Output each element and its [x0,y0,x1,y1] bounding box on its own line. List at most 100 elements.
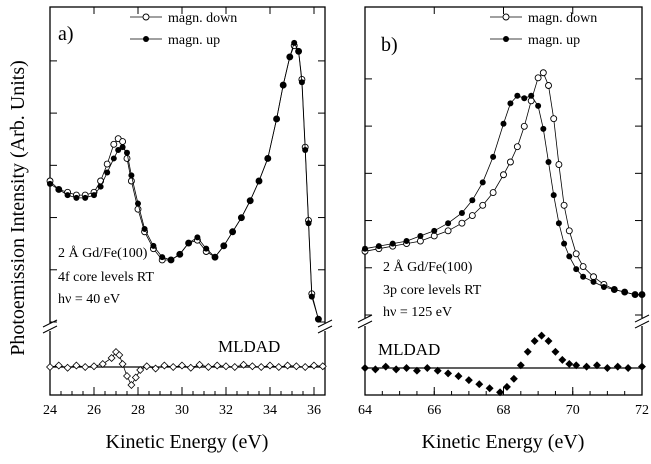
axis-break-gap [318,323,332,331]
point-magn-up [302,146,309,153]
point-magn-up [458,210,465,216]
point-magn-up [417,232,424,239]
point-mldad [301,363,310,371]
panel-b: b) Kinetic Energy (eV) 2 Å Gd/Fe(100) 3p… [357,6,650,453]
point-mldad [204,363,213,371]
point-magn-up [220,242,227,249]
point-magn-up [389,240,396,247]
point-magn-up [555,220,562,227]
point-mldad [544,337,553,345]
point-magn-down [579,263,587,270]
axis-break-mark [317,319,333,328]
point-magn-down [550,115,558,123]
point-mldad [412,366,421,375]
point-mldad [230,363,239,371]
point-mldad [392,365,401,374]
point-mldad [257,363,266,371]
point-mldad [195,360,204,369]
point-magn-down [479,201,487,209]
y-axis-label: Photoemission Intensity (Arb. Units) [7,60,29,356]
point-magn-up [315,316,322,323]
point-magn-up [124,149,130,156]
point-magn-down [103,160,111,168]
point-mldad [46,363,54,371]
point-magn-up [528,92,535,99]
point-mldad [638,362,646,371]
point-mldad [248,362,257,371]
point-mldad [402,364,411,372]
point-magn-up [535,102,542,109]
point-magn-down [572,250,580,258]
legend-b-down-marker [502,13,510,21]
point-magn-up [375,243,382,250]
panel-a-frame [49,6,326,396]
point-magn-up [264,155,271,162]
point-mldad [582,362,591,371]
x-tick-label: 68 [497,403,511,418]
point-magn-up [110,155,117,162]
axis-break-mark [317,325,333,334]
point-mldad [371,365,380,374]
point-magn-down [560,201,568,209]
point-magn-up [291,39,298,46]
point-magn-up [212,254,218,261]
point-mldad [151,364,160,373]
point-magn-up [91,192,97,199]
panel-b-label: b) [381,34,398,56]
point-mldad [115,351,124,359]
point-mldad [464,376,473,385]
point-magn-up [135,200,141,207]
point-mldad [118,360,127,368]
point-mldad [160,361,169,370]
point-mldad [107,354,116,362]
point-magn-up [176,251,183,258]
point-magn-up [545,159,552,165]
point-magn-down [539,69,547,77]
legend-a-down-label: magn. down [168,11,237,26]
point-magn-up [500,120,507,127]
axis-break-gap [635,318,649,326]
panel-b-annotation-line2: 3p core levels RT [383,283,482,298]
point-mldad [433,366,442,375]
point-mldad [624,364,633,372]
point-mldad [381,362,390,371]
point-mldad [475,380,484,389]
point-magn-up [590,278,597,285]
x-tick-label: 30 [175,403,189,418]
point-magn-up [550,192,557,199]
point-magn-up [168,256,174,263]
point-magn-up [185,240,192,247]
x-tick-label: 66 [427,403,441,418]
point-magn-up [639,291,645,298]
point-magn-up [104,169,111,176]
panel-a-xlabel: Kinetic Energy (eV) [106,431,269,453]
point-mldad [551,347,560,356]
point-magn-up [119,144,126,151]
point-magn-down [468,212,476,220]
point-magn-up [55,186,62,193]
point-mldad [603,364,612,372]
axis-break-mark [42,325,58,334]
point-mldad [318,362,327,371]
point-magn-up [73,194,80,201]
axis-break-mark [634,314,650,323]
panel-b-frame [364,6,643,396]
point-magn-up [362,245,368,252]
legend-a-down-marker [142,13,150,21]
panel-b-annotation-line1: 2 Å Gd/Fe(100) [383,259,473,275]
point-mldad [537,331,546,340]
point-mldad [593,361,601,370]
point-mldad [63,363,72,372]
axis-break-mark [42,319,58,328]
point-magn-up [514,92,521,99]
axis-break-gap [358,318,372,326]
point-mldad [81,363,90,371]
point-magn-up [47,180,53,187]
point-mldad [558,355,567,364]
point-magn-up [256,178,262,184]
point-magn-down [506,158,514,166]
point-magn-up [159,254,166,261]
point-mldad [213,361,222,370]
point-mldad [178,361,186,370]
